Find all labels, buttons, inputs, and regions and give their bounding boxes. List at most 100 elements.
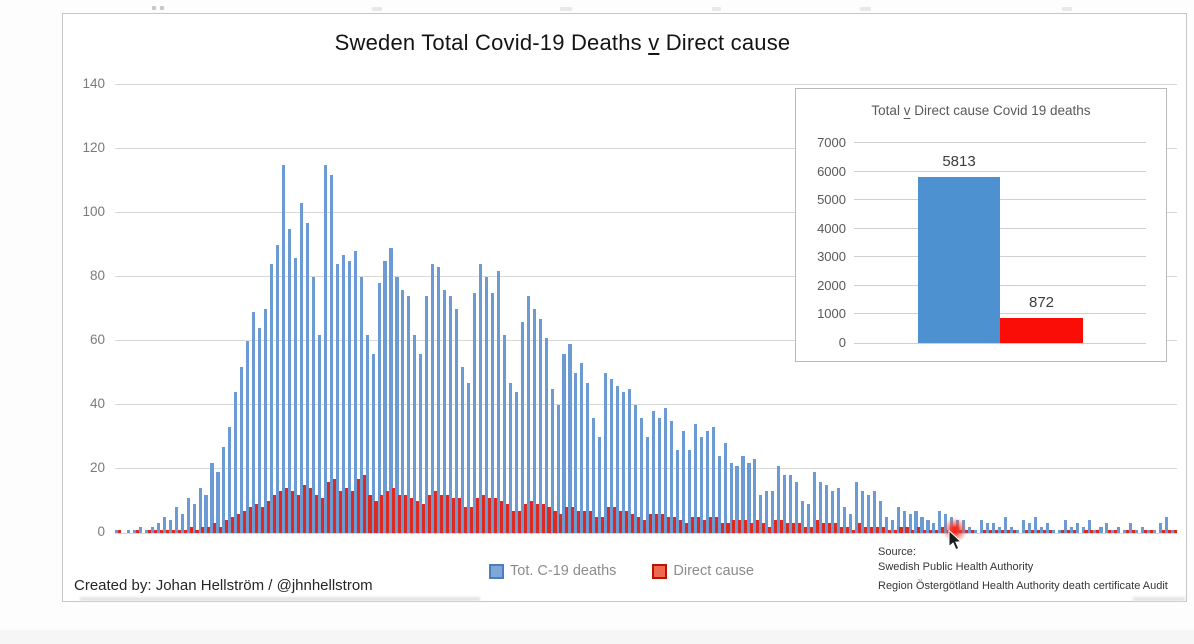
total-deaths-bar[interactable] [162, 517, 166, 533]
direct-cause-bar[interactable] [690, 517, 694, 533]
direct-cause-bar[interactable] [672, 517, 676, 533]
direct-cause-bar[interactable] [380, 494, 384, 533]
direct-cause-bar[interactable] [738, 520, 742, 533]
total-deaths-bar[interactable] [1021, 520, 1025, 533]
total-deaths-bar[interactable] [323, 165, 327, 533]
direct-cause-bar[interactable] [732, 520, 736, 533]
direct-cause-bar[interactable] [219, 526, 223, 533]
direct-cause-bar[interactable] [827, 523, 831, 533]
direct-cause-bar[interactable] [475, 497, 479, 533]
direct-cause-bar[interactable] [213, 523, 217, 533]
total-deaths-bar[interactable] [174, 507, 178, 533]
direct-cause-bar[interactable] [696, 517, 700, 533]
direct-cause-bar[interactable] [1096, 529, 1100, 533]
direct-cause-bar[interactable] [971, 529, 975, 533]
total-deaths-bar[interactable] [980, 520, 984, 533]
direct-cause-bar[interactable] [410, 497, 414, 533]
total-deaths-bar[interactable] [1033, 517, 1037, 533]
total-deaths-bar[interactable] [1153, 529, 1157, 533]
direct-cause-bar[interactable] [774, 520, 778, 533]
direct-cause-bar[interactable] [887, 529, 891, 533]
total-deaths-bar[interactable] [711, 427, 715, 533]
direct-cause-bar[interactable] [1150, 529, 1154, 533]
total-deaths-bar[interactable] [705, 430, 709, 533]
total-deaths-bar[interactable] [437, 267, 441, 533]
total-deaths-bar[interactable] [693, 424, 697, 533]
total-deaths-bar[interactable] [1027, 523, 1031, 533]
total-deaths-bar[interactable] [347, 261, 351, 533]
total-deaths-bar[interactable] [1003, 517, 1008, 533]
total-deaths-bar[interactable] [502, 334, 506, 533]
inset-total-bar[interactable] [918, 177, 1000, 343]
direct-cause-bar[interactable] [607, 507, 611, 533]
total-deaths-bar[interactable] [288, 229, 292, 533]
total-deaths-bar[interactable] [264, 309, 268, 533]
total-deaths-bar[interactable] [258, 328, 262, 533]
direct-cause-bar[interactable] [821, 523, 825, 533]
total-deaths-bar[interactable] [914, 510, 918, 533]
direct-cause-bar[interactable] [201, 526, 205, 533]
total-deaths-bar[interactable] [353, 251, 357, 533]
direct-cause-bar[interactable] [511, 510, 515, 533]
direct-cause-bar[interactable] [881, 526, 885, 533]
direct-cause-bar[interactable] [869, 526, 873, 533]
total-deaths-bar[interactable] [365, 334, 369, 533]
direct-cause-bar[interactable] [332, 478, 336, 533]
direct-cause-bar[interactable] [314, 494, 318, 533]
direct-cause-bar[interactable] [1126, 529, 1130, 533]
total-deaths-bar[interactable] [1123, 529, 1127, 533]
total-deaths-bar[interactable] [341, 254, 345, 533]
total-deaths-bar[interactable] [204, 494, 208, 533]
total-deaths-bar[interactable] [1051, 529, 1055, 533]
total-deaths-bar[interactable] [222, 446, 226, 533]
total-deaths-bar[interactable] [902, 510, 906, 533]
direct-cause-bar[interactable] [631, 513, 635, 533]
direct-cause-bar[interactable] [231, 517, 235, 533]
total-deaths-bar[interactable] [389, 248, 393, 533]
total-deaths-bar[interactable] [455, 309, 459, 533]
direct-cause-bar[interactable] [147, 529, 151, 533]
total-deaths-bar[interactable] [138, 526, 142, 533]
direct-cause-bar[interactable] [171, 529, 175, 533]
total-deaths-bar[interactable] [974, 529, 978, 533]
direct-cause-bar[interactable] [708, 517, 712, 533]
total-deaths-bar[interactable] [508, 382, 512, 533]
direct-cause-bar[interactable] [833, 523, 837, 533]
direct-cause-bar[interactable] [356, 478, 360, 533]
total-deaths-bar[interactable] [168, 520, 172, 533]
direct-cause-bar[interactable] [338, 491, 342, 533]
direct-cause-bar[interactable] [1066, 529, 1070, 533]
total-deaths-bar[interactable] [574, 373, 578, 533]
total-deaths-bar[interactable] [836, 488, 840, 533]
direct-cause-bar[interactable] [195, 529, 199, 533]
total-deaths-bar[interactable] [741, 456, 745, 533]
total-deaths-bar[interactable] [663, 408, 667, 533]
total-deaths-bar[interactable] [580, 363, 584, 533]
total-deaths-bar[interactable] [759, 494, 763, 533]
total-deaths-bar[interactable] [461, 366, 465, 533]
total-deaths-bar[interactable] [550, 389, 554, 533]
direct-cause-bar[interactable] [505, 504, 509, 533]
direct-cause-bar[interactable] [577, 510, 581, 533]
total-deaths-bar[interactable] [252, 312, 256, 533]
direct-cause-bar[interactable] [792, 523, 796, 533]
direct-cause-bar[interactable] [117, 529, 121, 533]
direct-cause-bar[interactable] [1042, 529, 1046, 533]
total-deaths-bar[interactable] [198, 488, 202, 533]
direct-cause-bar[interactable] [642, 520, 647, 533]
total-deaths-bar[interactable] [1171, 529, 1175, 533]
total-deaths-bar[interactable] [467, 382, 471, 533]
direct-cause-bar[interactable] [762, 523, 766, 533]
total-deaths-bar[interactable] [126, 529, 131, 533]
direct-cause-bar[interactable] [905, 526, 909, 533]
direct-cause-bar[interactable] [463, 507, 468, 533]
total-deaths-bar[interactable] [628, 389, 632, 533]
total-deaths-bar[interactable] [234, 392, 238, 533]
direct-cause-bar[interactable] [428, 494, 432, 533]
direct-cause-bar[interactable] [851, 529, 855, 533]
direct-cause-bar[interactable] [249, 507, 253, 533]
direct-cause-bar[interactable] [815, 520, 820, 533]
total-deaths-bar[interactable] [920, 517, 924, 533]
direct-cause-bar[interactable] [809, 526, 814, 533]
direct-cause-bar[interactable] [571, 507, 575, 533]
